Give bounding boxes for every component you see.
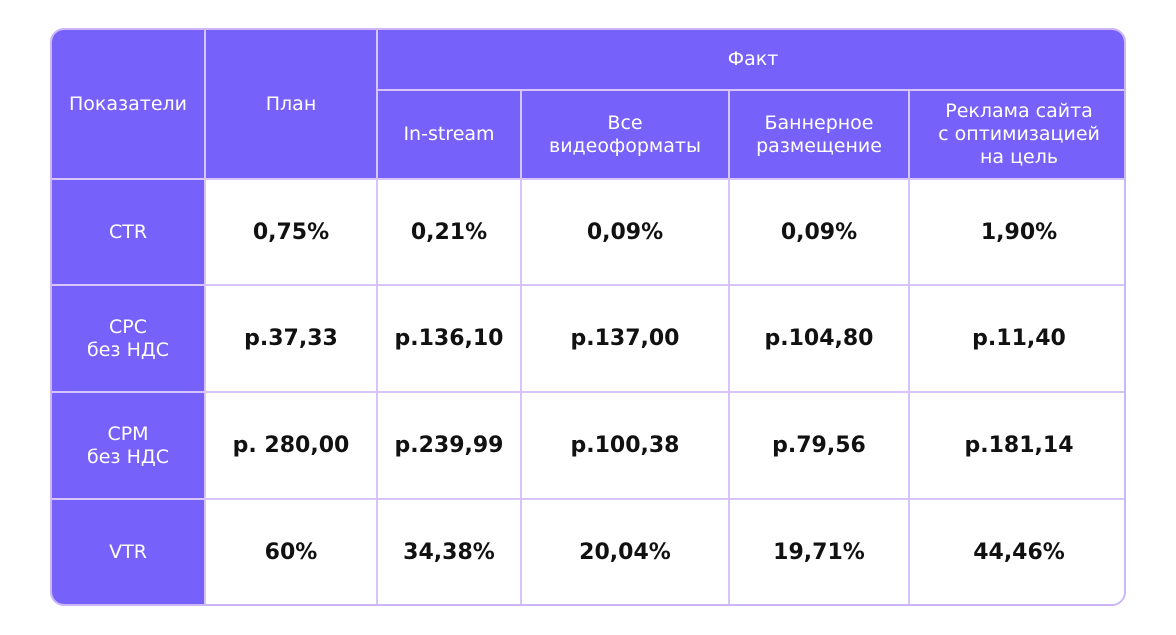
- table-cell-plan: р.37,33: [204, 284, 378, 393]
- table-cell: 20,04%: [520, 498, 730, 604]
- table-cell: р.136,10: [376, 284, 522, 393]
- metrics-table: Показатели План Факт In-stream Все видео…: [52, 30, 1124, 604]
- header-row-sub: In-stream Все видеоформаты Баннерное раз…: [52, 89, 1124, 180]
- table-cell: р.11,40: [907, 284, 1124, 393]
- row-label: CPC без НДС: [52, 284, 206, 393]
- table-cell: р.79,56: [728, 391, 910, 500]
- table-cell: р.137,00: [520, 284, 730, 393]
- table-cell: 34,38%: [376, 498, 522, 604]
- table-cell: 19,71%: [728, 498, 910, 604]
- header-indicators: Показатели: [52, 30, 206, 180]
- table-row-cpm: CPM без НДС р. 280,00 р.239,99 р.100,38 …: [52, 391, 1124, 500]
- table-cell: 44,46%: [907, 498, 1124, 604]
- table-cell: р.181,14: [907, 391, 1124, 500]
- table-cell: 0,21%: [376, 178, 522, 286]
- table-cell: р.104,80: [728, 284, 910, 393]
- table-cell: р.239,99: [376, 391, 522, 500]
- row-label: CPM без НДС: [52, 391, 206, 500]
- metrics-table-container: Показатели План Факт In-stream Все видео…: [50, 28, 1126, 606]
- table-cell: 0,09%: [728, 178, 910, 286]
- table-row-ctr: CTR 0,75% 0,21% 0,09% 0,09% 1,90%: [52, 178, 1124, 286]
- table-row-cpc: CPC без НДС р.37,33 р.136,10 р.137,00 р.…: [52, 284, 1124, 393]
- header-row-top: Показатели План Факт: [52, 30, 1124, 180]
- header-fact-all-video: Все видеоформаты: [520, 89, 730, 180]
- row-label: CTR: [52, 178, 206, 286]
- table-cell-plan: 60%: [204, 498, 378, 604]
- table-cell: р.100,38: [520, 391, 730, 500]
- header-fact-instream: In-stream: [377, 89, 522, 180]
- table-row-vtr: VTR 60% 34,38% 20,04% 19,71% 44,46%: [52, 498, 1124, 604]
- header-fact-banner: Баннерное размещение: [728, 89, 910, 180]
- header-fact-site-ads: Реклама сайта с оптимизацией на цель: [907, 89, 1124, 180]
- table-cell: 0,09%: [520, 178, 730, 286]
- table-cell: 1,90%: [907, 178, 1124, 286]
- row-label: VTR: [52, 498, 206, 604]
- table-cell-plan: 0,75%: [204, 178, 378, 286]
- header-fact: Факт: [375, 30, 1124, 91]
- table-cell-plan: р. 280,00: [204, 391, 378, 500]
- header-plan: План: [204, 30, 378, 180]
